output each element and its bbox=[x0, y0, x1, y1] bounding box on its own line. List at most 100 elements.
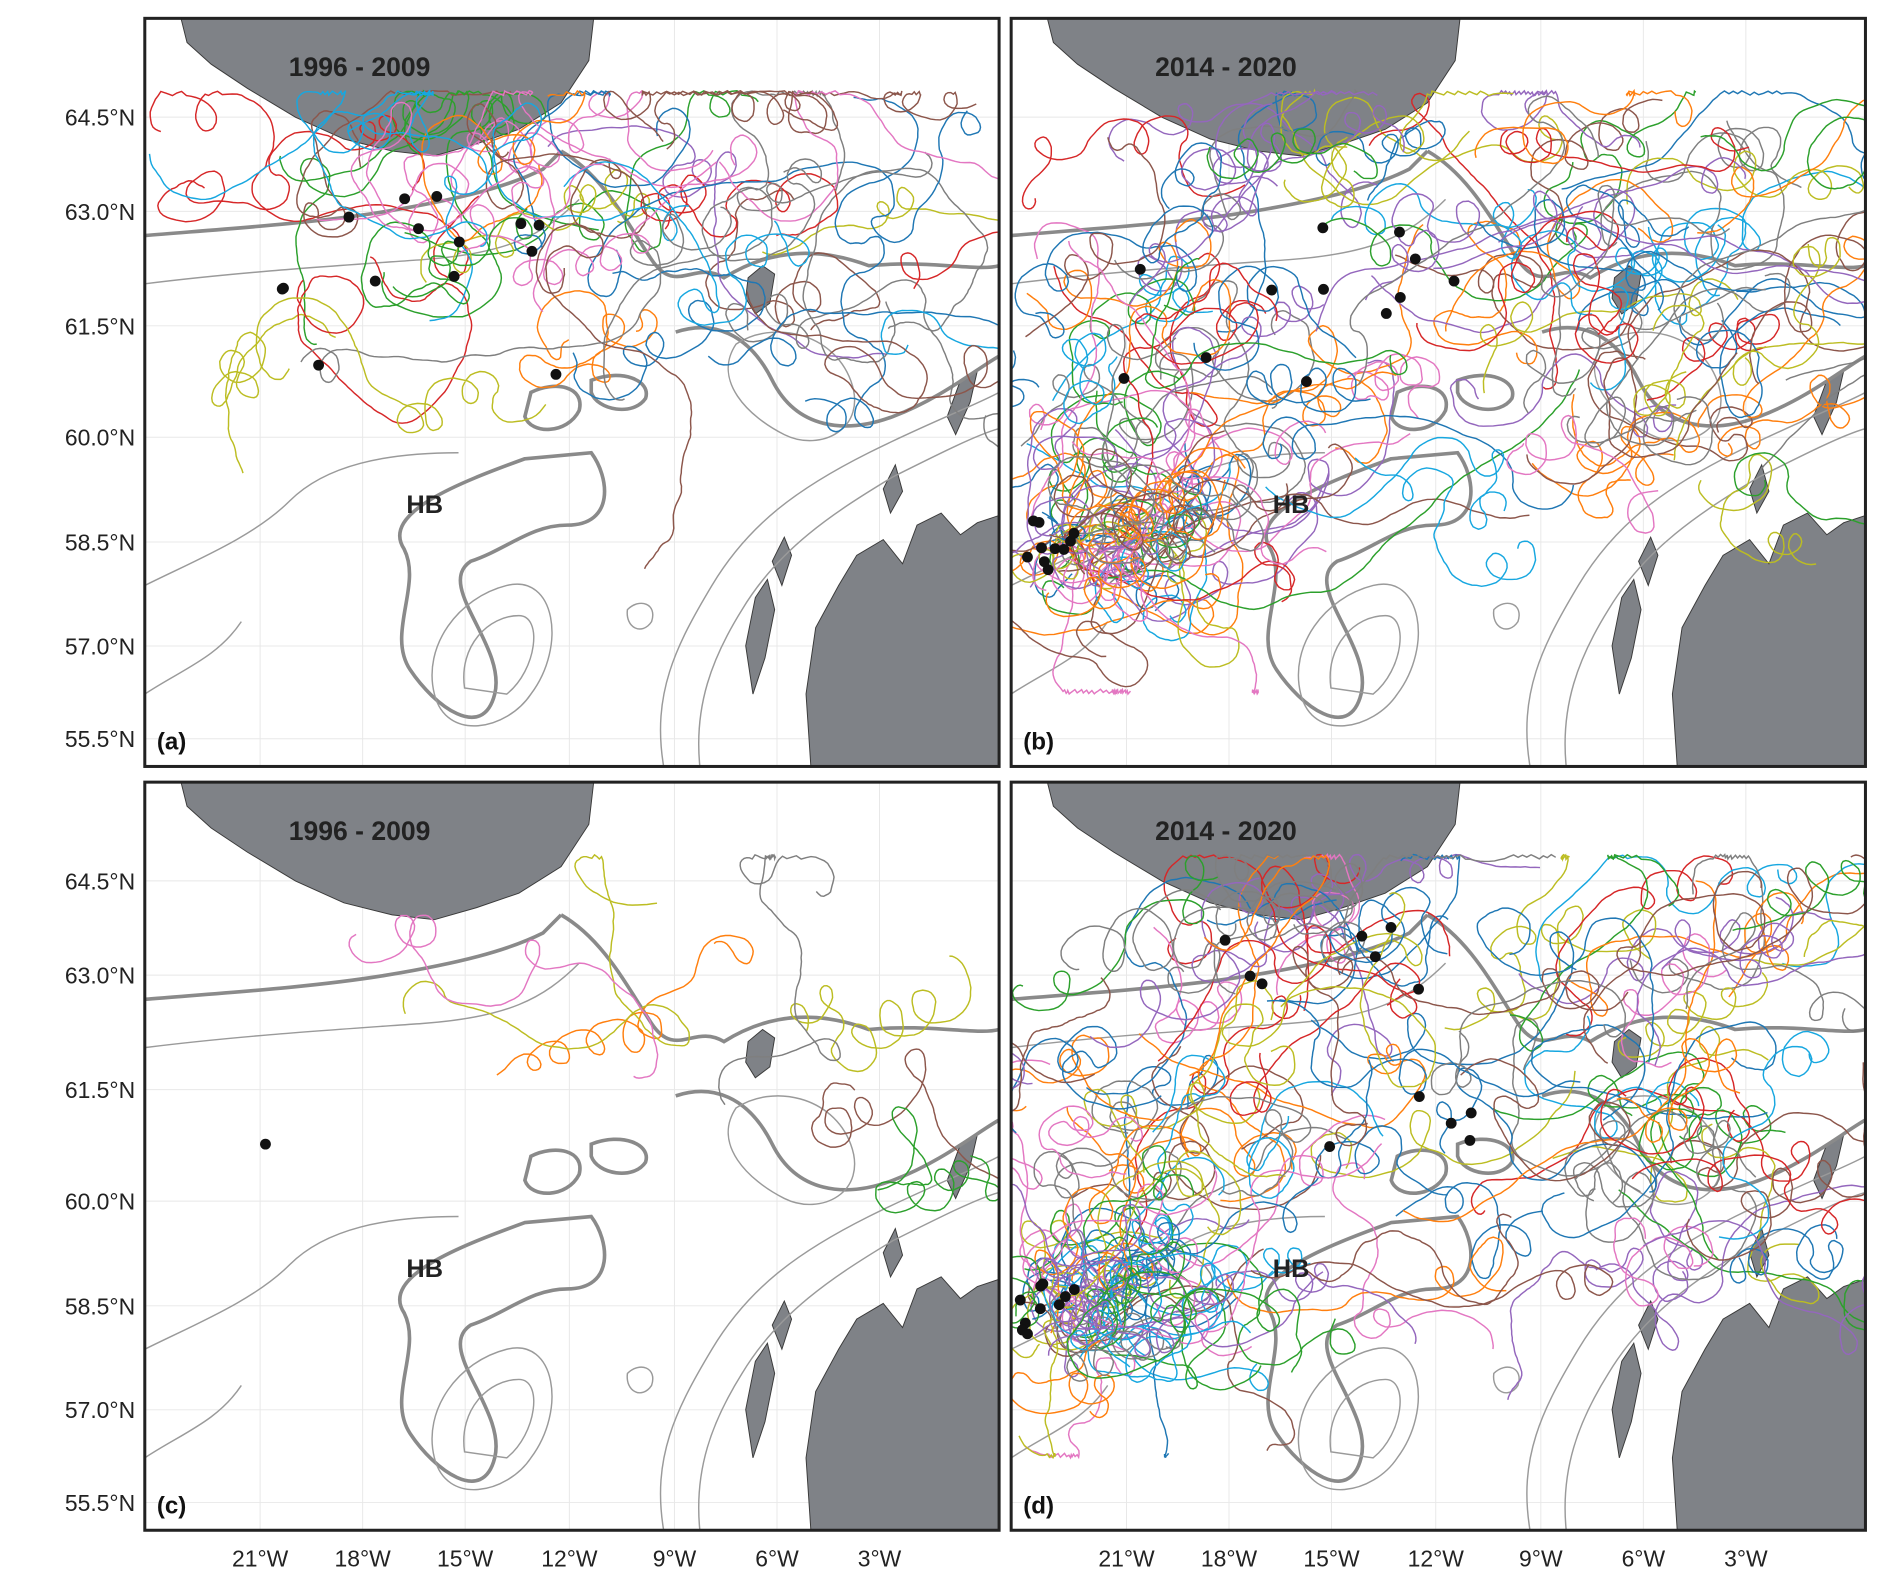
drifter-track bbox=[746, 291, 1000, 414]
deployment-point bbox=[448, 270, 460, 282]
drifter-track bbox=[654, 90, 977, 150]
deployment-point bbox=[1413, 983, 1424, 995]
drifter-track bbox=[1193, 265, 1357, 371]
drifter-track bbox=[1042, 1203, 1143, 1296]
drifter-track bbox=[1034, 1259, 1134, 1346]
drifter-track bbox=[1618, 1189, 1866, 1331]
panel-frame bbox=[1009, 780, 1867, 1532]
drifter-track bbox=[457, 161, 718, 287]
drifter-track bbox=[1540, 184, 1731, 397]
deployment-point bbox=[413, 223, 424, 235]
deployment-point bbox=[1058, 543, 1070, 555]
drifter-track bbox=[1733, 452, 1866, 525]
latitude-label: 60.0°N bbox=[65, 425, 135, 451]
drifter-track bbox=[1631, 1154, 1866, 1235]
basemap bbox=[144, 782, 1000, 1531]
drifter-track bbox=[1061, 332, 1118, 425]
longitude-label: 6°W bbox=[1622, 1545, 1666, 1571]
drifter-track bbox=[1368, 92, 1559, 390]
drifter-track bbox=[316, 89, 758, 222]
drifter-track bbox=[1310, 931, 1577, 1066]
drifter-track bbox=[1587, 350, 1753, 462]
drifter-track bbox=[1499, 127, 1750, 173]
drifter-track bbox=[1728, 872, 1866, 998]
drifter-track bbox=[1574, 1110, 1757, 1189]
deployment-point bbox=[1318, 283, 1329, 295]
drifter-track bbox=[1616, 1037, 1741, 1143]
drifter-track bbox=[1732, 236, 1841, 386]
drifter-track bbox=[1099, 1054, 1219, 1307]
latitude-label: 58.5°N bbox=[65, 1293, 135, 1319]
drifter-track bbox=[1070, 1309, 1178, 1382]
drifter-track bbox=[1022, 1169, 1218, 1330]
drifter-track bbox=[1269, 853, 1557, 963]
drifter-track bbox=[1066, 1287, 1220, 1379]
deployment-point bbox=[1394, 292, 1406, 303]
drifter-track bbox=[1433, 220, 1538, 365]
deployment-point bbox=[1369, 951, 1381, 963]
drifter-track bbox=[762, 186, 1000, 256]
drifter-track bbox=[1011, 1338, 1115, 1419]
drifter-track bbox=[1506, 414, 1659, 534]
deployment-point bbox=[1464, 1134, 1476, 1146]
drifter-track bbox=[1201, 224, 1424, 480]
drifter-track bbox=[1011, 1255, 1042, 1329]
deployment-point bbox=[1053, 1299, 1065, 1311]
drifter-track bbox=[1144, 257, 1408, 390]
deployment-point bbox=[1317, 222, 1329, 234]
drifter-track bbox=[1279, 88, 1470, 206]
drifter-track bbox=[1088, 371, 1397, 564]
drifter-track bbox=[1332, 1162, 1494, 1350]
drifter-track bbox=[1071, 1140, 1322, 1211]
drifter-track bbox=[1290, 882, 1393, 1096]
deployment-point bbox=[276, 283, 288, 295]
latitude-label: 60.0°N bbox=[65, 1189, 135, 1215]
drifter-track bbox=[1729, 1224, 1844, 1284]
deployment-point bbox=[1219, 934, 1231, 946]
deployment-point bbox=[313, 359, 325, 371]
drifter-track bbox=[1436, 1067, 1657, 1193]
longitude-label: 15°W bbox=[1303, 1545, 1360, 1571]
drifter-track bbox=[350, 101, 604, 232]
deployment-point bbox=[1266, 284, 1278, 296]
drifter-track bbox=[1620, 933, 1727, 1068]
drifter-track bbox=[1038, 1105, 1144, 1179]
drifter-track bbox=[802, 167, 989, 364]
drifter-track bbox=[1071, 441, 1165, 622]
drifter-track bbox=[404, 89, 759, 256]
drifter-track bbox=[1354, 457, 1537, 588]
drifter-track bbox=[1011, 977, 1111, 1112]
drifter-track bbox=[1180, 89, 1336, 191]
drifter-track bbox=[429, 102, 690, 322]
deployment-point bbox=[1036, 542, 1047, 554]
drifter-track bbox=[1073, 323, 1177, 565]
drifter-track bbox=[518, 290, 658, 389]
drifter-track bbox=[300, 206, 732, 384]
drifter-track bbox=[1568, 891, 1805, 1017]
drifter-track bbox=[1572, 253, 1639, 364]
drifter-track bbox=[1613, 1217, 1714, 1307]
drifter-track bbox=[1507, 905, 1657, 1021]
drifter-track bbox=[1098, 450, 1327, 565]
drifter-track bbox=[1595, 1184, 1866, 1351]
longitude-label: 21°W bbox=[232, 1545, 289, 1571]
drifter-track bbox=[421, 89, 586, 242]
drifter-track bbox=[1510, 1017, 1641, 1193]
drifter-track bbox=[1732, 859, 1866, 932]
panel-title: 1996 - 2009 bbox=[289, 816, 431, 846]
drifter-track bbox=[1079, 1241, 1186, 1339]
drifter-track bbox=[1535, 854, 1798, 983]
deployment-point bbox=[1014, 1294, 1026, 1306]
deployment-point bbox=[1022, 551, 1033, 563]
drifter-track bbox=[1587, 1074, 1786, 1144]
drifter-track bbox=[1070, 479, 1289, 575]
deployment-point bbox=[550, 368, 562, 380]
drifter-track bbox=[1041, 512, 1171, 616]
panel-title: 1996 - 2009 bbox=[289, 52, 431, 82]
drifter-track bbox=[718, 89, 1000, 222]
longitude-label: 6°W bbox=[755, 1545, 799, 1571]
drifter-track bbox=[1096, 1271, 1303, 1373]
deployment-point bbox=[260, 1138, 271, 1150]
drifter-track bbox=[790, 955, 972, 1073]
map-body bbox=[144, 18, 1000, 767]
